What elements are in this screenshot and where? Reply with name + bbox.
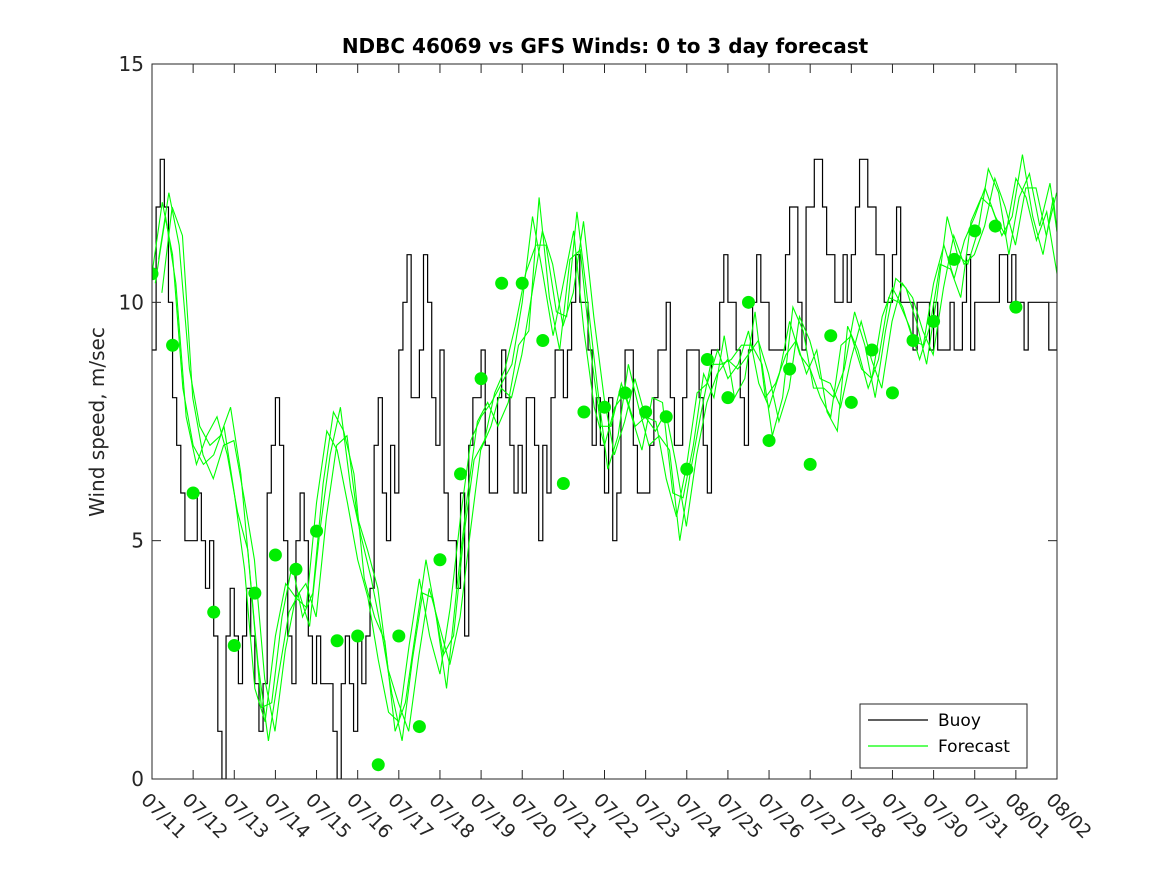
forecast-point-6 xyxy=(268,548,282,562)
forecast-point-19 xyxy=(536,333,550,347)
y-tick-label-0: 0 xyxy=(131,767,144,791)
forecast-point-23 xyxy=(618,386,632,400)
forecast-point-10 xyxy=(351,629,365,643)
forecast-point-3 xyxy=(207,605,221,619)
x-tick-label-6: 07/17 xyxy=(383,789,437,843)
forecast-point-1 xyxy=(166,338,180,352)
legend-forecast-label: Forecast xyxy=(938,737,1010,757)
x-tick-label-10: 07/21 xyxy=(548,789,602,843)
x-tick-label-9: 07/20 xyxy=(507,789,561,843)
forecast-point-14 xyxy=(433,553,447,567)
x-tick-label-5: 07/16 xyxy=(342,789,396,843)
forecast-run-line-1 xyxy=(154,166,1057,741)
x-tick-label-0: 07/11 xyxy=(136,789,190,843)
forecast-point-22 xyxy=(598,400,611,414)
forecast-point-21 xyxy=(577,405,591,419)
forecast-point-34 xyxy=(844,395,858,409)
y-tick-label-2: 10 xyxy=(119,290,144,314)
y-tick-label-1: 5 xyxy=(131,529,144,553)
x-tick-label-20: 07/31 xyxy=(959,789,1013,843)
x-tick-label-16: 07/27 xyxy=(795,789,849,843)
forecast-point-38 xyxy=(927,314,941,328)
x-tick-label-17: 07/28 xyxy=(836,789,890,843)
forecast-point-41 xyxy=(988,219,1002,233)
x-tick-label-19: 07/30 xyxy=(918,789,972,843)
forecast-point-17 xyxy=(495,276,509,290)
forecast-point-35 xyxy=(865,343,879,357)
legend: Buoy Forecast xyxy=(859,703,1028,769)
forecast-point-26 xyxy=(680,462,694,476)
forecast-point-31 xyxy=(783,362,797,376)
forecast-point-15 xyxy=(454,467,468,481)
y-axis-label: Wind speed, m/sec xyxy=(85,327,109,517)
forecast-point-29 xyxy=(741,295,755,309)
x-tick-label-21: 08/01 xyxy=(1000,789,1054,843)
x-tick-label-12: 07/23 xyxy=(630,789,684,843)
x-tick-label-18: 07/29 xyxy=(877,789,931,843)
forecast-point-39 xyxy=(947,252,961,266)
x-tick-label-11: 07/22 xyxy=(589,789,643,843)
forecast-point-33 xyxy=(824,329,838,343)
forecast-point-28 xyxy=(721,391,735,405)
plot-frame xyxy=(151,63,1058,780)
forecast-point-36 xyxy=(885,386,899,400)
x-tick-label-8: 07/19 xyxy=(466,789,520,843)
forecast-point-24 xyxy=(639,405,653,419)
forecast-point-12 xyxy=(392,629,406,643)
forecast-point-8 xyxy=(310,524,324,538)
x-tick-label-7: 07/18 xyxy=(424,789,478,843)
x-tick-label-14: 07/25 xyxy=(712,789,766,843)
forecast-point-0 xyxy=(152,267,159,281)
x-tick-label-13: 07/24 xyxy=(671,789,725,843)
x-tick-label-2: 07/13 xyxy=(219,789,273,843)
forecast-point-40 xyxy=(968,224,982,238)
x-tick-label-1: 07/12 xyxy=(178,789,232,843)
x-tick-label-22: 08/02 xyxy=(1041,789,1095,843)
forecast-point-4 xyxy=(227,639,241,653)
y-tick-label-3: 15 xyxy=(119,52,144,76)
forecast-point-9 xyxy=(330,634,344,648)
chart-title: NDBC 46069 vs GFS Winds: 0 to 3 day fore… xyxy=(342,34,869,58)
forecast-point-27 xyxy=(700,353,714,367)
forecast-run-line-2 xyxy=(158,154,1057,732)
forecast-run-line-3 xyxy=(161,176,1057,732)
forecast-point-25 xyxy=(659,410,673,424)
forecast-point-5 xyxy=(248,586,262,600)
forecast-point-37 xyxy=(906,333,920,347)
forecast-point-18 xyxy=(515,276,529,290)
forecast-point-42 xyxy=(1009,300,1023,314)
x-tick-label-4: 07/15 xyxy=(301,789,355,843)
buoy-series-line xyxy=(152,158,1057,779)
forecast-point-30 xyxy=(762,434,776,448)
legend-box xyxy=(859,703,1028,769)
x-tick-label-3: 07/14 xyxy=(260,789,314,843)
forecast-point-11 xyxy=(371,758,385,772)
legend-buoy-label: Buoy xyxy=(938,711,981,731)
forecast-point-20 xyxy=(556,476,570,490)
forecast-point-32 xyxy=(803,457,817,471)
forecast-point-13 xyxy=(412,720,426,734)
forecast-point-16 xyxy=(474,372,488,386)
x-tick-label-15: 07/26 xyxy=(754,789,808,843)
forecast-point-7 xyxy=(289,562,303,576)
forecast-point-2 xyxy=(186,486,200,500)
